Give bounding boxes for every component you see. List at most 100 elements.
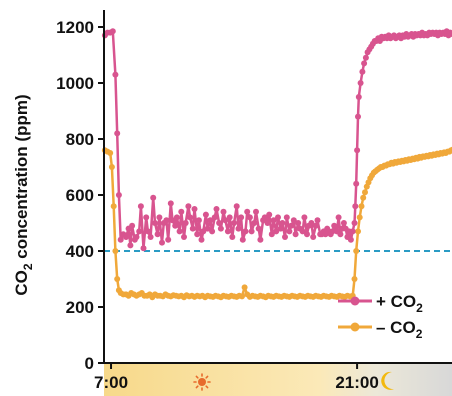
data-point [266,211,273,218]
legend: + CO2 – CO2 [338,292,423,341]
data-point [154,231,161,238]
data-point [283,214,290,221]
data-point [355,94,362,100]
data-point [362,54,369,61]
data-point [200,228,207,235]
data-point [347,236,354,243]
data-point [187,214,194,221]
data-point [198,236,205,243]
data-point [273,228,280,235]
data-point [207,217,214,224]
data-point [163,217,170,224]
data-point [301,214,308,221]
data-point [288,222,295,229]
data-point [362,189,368,196]
data-point [233,203,240,210]
data-point [353,180,360,187]
moon-icon [381,371,394,390]
x-tick-label: 7:00 [94,373,128,392]
data-point [144,228,151,235]
data-point [349,228,356,235]
data-point [352,203,359,210]
legend-marker-minus-co2 [350,322,360,332]
data-point [241,284,248,291]
data-point [351,276,358,282]
data-point [178,208,185,215]
data-point [360,194,367,201]
y-axis-label: CO2 concentration (ppm) [12,94,35,295]
data-point [112,248,119,254]
data-point [222,217,229,224]
y-tick-label: 200 [66,298,94,317]
data-point [114,276,121,282]
data-point [137,203,144,210]
data-point [189,225,196,232]
legend-label-plus-co2: + CO2 [376,292,423,315]
series-minus-co2 [101,146,452,301]
data-point [147,234,154,240]
data-point [229,234,236,240]
data-point [359,68,366,75]
data-point [140,245,147,252]
data-point [290,217,297,224]
data-point [176,228,183,235]
y-tick-label: 1000 [56,74,94,93]
data-point [169,217,176,224]
data-point [331,222,338,229]
y-tick-label: 0 [85,354,94,373]
data-point [337,231,344,238]
data-point [449,146,452,153]
data-point [165,236,172,243]
data-point [231,220,238,226]
data-point [282,234,288,240]
data-point [213,206,220,212]
data-point [112,71,119,78]
data-point [220,208,227,215]
data-point [181,234,187,240]
data-point [217,225,224,232]
data-point [167,200,174,207]
data-point [143,214,150,221]
data-point [355,113,361,120]
y-tick-label: 1200 [56,18,94,37]
legend-marker-plus-co2 [350,296,360,306]
data-point [235,225,242,232]
data-point [195,217,202,224]
data-point [314,217,321,224]
sun-icon [193,373,211,391]
data-point [329,228,336,235]
data-point [275,214,281,221]
data-point [127,242,134,249]
data-point [133,234,140,240]
data-point [194,231,201,238]
data-point [202,211,209,218]
data-point [242,228,249,235]
data-point [270,217,277,224]
data-point [449,31,452,37]
data-point [204,225,211,232]
data-point [268,231,275,238]
data-point [264,220,271,226]
y-tick-label: 400 [66,242,94,261]
series-layer [101,28,452,301]
legend-item-minus-co2: – CO2 [338,318,423,341]
data-point [109,28,116,35]
data-point [246,214,253,221]
data-point [286,228,293,235]
data-point [152,220,158,226]
data-point [277,225,284,232]
data-point [156,214,163,221]
data-point [299,228,306,235]
day-night-band [104,363,452,396]
data-point [211,214,218,221]
data-point [304,231,310,238]
data-point [353,248,360,254]
y-tick-label: 800 [66,130,94,149]
data-point [115,192,122,198]
legend-label-minus-co2: – CO2 [376,318,423,341]
data-point [355,228,361,235]
data-point [253,208,259,215]
data-point [226,214,233,221]
data-point [361,60,368,67]
data-point [358,203,365,210]
